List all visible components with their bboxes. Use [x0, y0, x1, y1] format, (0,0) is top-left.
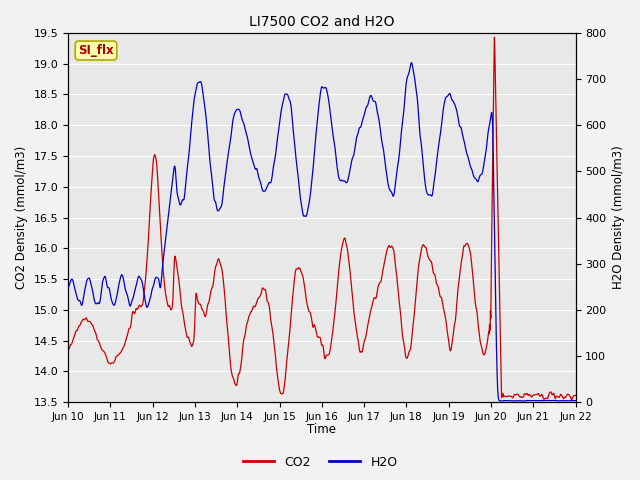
Legend: CO2, H2O: CO2, H2O	[237, 451, 403, 474]
Text: SI_flx: SI_flx	[78, 44, 114, 57]
Y-axis label: H2O Density (mmol/m3): H2O Density (mmol/m3)	[612, 145, 625, 289]
Title: LI7500 CO2 and H2O: LI7500 CO2 and H2O	[249, 15, 395, 29]
X-axis label: Time: Time	[307, 423, 336, 436]
Y-axis label: CO2 Density (mmol/m3): CO2 Density (mmol/m3)	[15, 146, 28, 289]
